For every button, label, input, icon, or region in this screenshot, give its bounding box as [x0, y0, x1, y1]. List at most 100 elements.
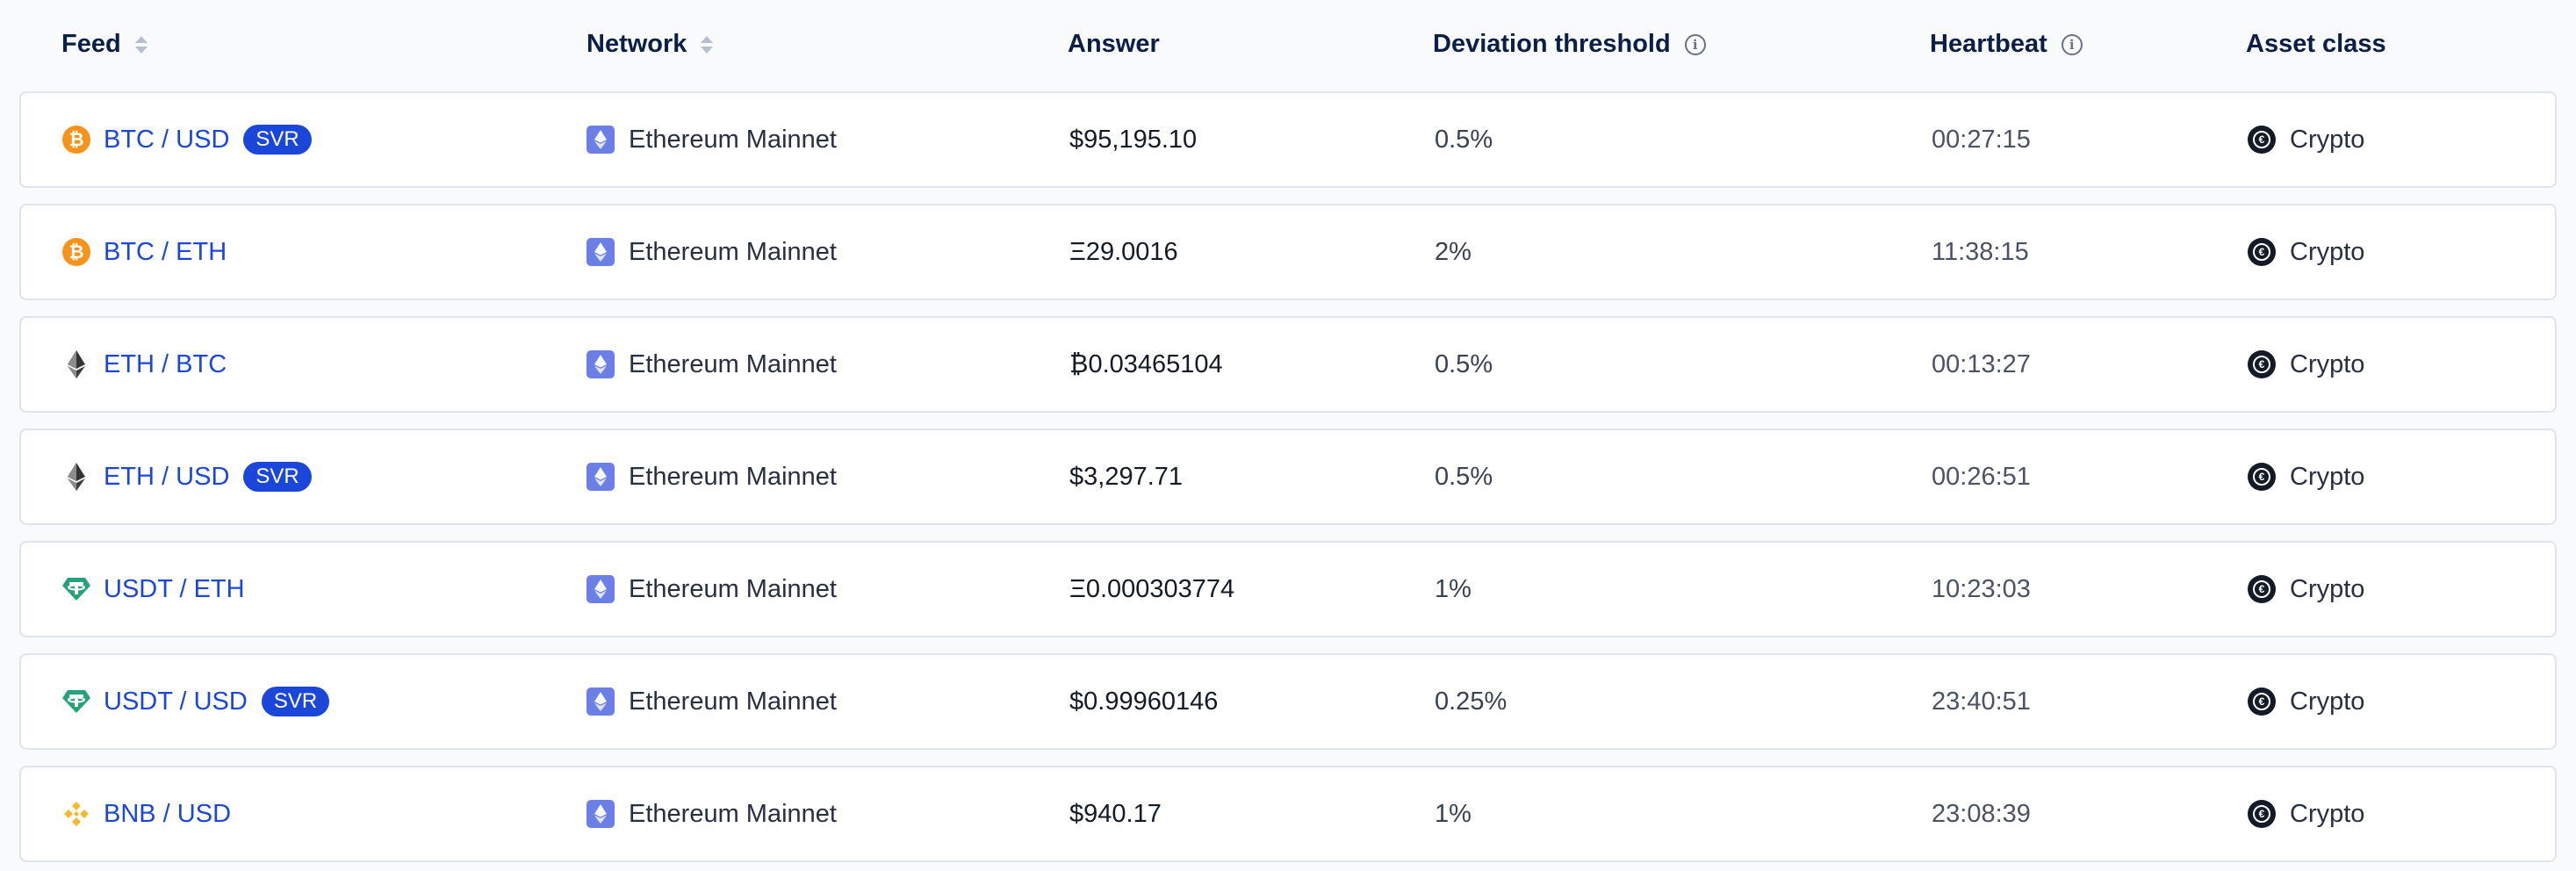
sort-icon[interactable] — [701, 33, 714, 56]
heartbeat-value: 00:13:27 — [1932, 349, 2031, 378]
ethereum-network-icon — [586, 575, 615, 603]
heartbeat-value: 00:26:51 — [1932, 462, 2031, 491]
asset-class-label: Crypto — [2290, 574, 2365, 603]
bnb-icon — [61, 799, 91, 829]
asset-class-label: Crypto — [2290, 687, 2365, 716]
table-header: Feed Network Answer Deviation threshold … — [19, 0, 2557, 91]
asset-class-label: Crypto — [2290, 349, 2365, 378]
column-header-label: Feed — [61, 30, 121, 58]
column-header-label: Heartbeat — [1930, 30, 2047, 58]
svr-badge: SVR — [243, 125, 312, 155]
answer-value: $940.17 — [1069, 799, 1162, 828]
asset-class-label: Crypto — [2290, 462, 2365, 491]
btc-icon: ₿ — [61, 237, 91, 267]
deviation-value: 2% — [1435, 237, 1471, 266]
feed-link[interactable]: BNB / USD — [104, 799, 232, 828]
network-label: Ethereum Mainnet — [629, 799, 837, 828]
info-icon[interactable]: i — [1684, 33, 1706, 55]
feed-cell: ETH / BTC — [61, 318, 227, 411]
feed-link[interactable]: BTC / USD — [104, 125, 230, 154]
crypto-icon: € — [2248, 575, 2276, 603]
feed-cell: USDT / USD SVR — [61, 655, 330, 748]
network-cell: Ethereum Mainnet — [586, 93, 837, 186]
column-header-answer: Answer — [1068, 30, 1160, 59]
column-header-label: Answer — [1068, 30, 1160, 58]
table-row[interactable]: BNB / USD Ethereum Mainnet $940.17 1% 23… — [19, 766, 2557, 862]
network-label: Ethereum Mainnet — [629, 462, 837, 491]
feed-link[interactable]: USDT / ETH — [104, 574, 245, 603]
ethereum-network-icon — [586, 687, 615, 716]
network-label: Ethereum Mainnet — [629, 574, 837, 603]
answer-value: Ξ0.000303774 — [1069, 574, 1235, 603]
crypto-icon: € — [2248, 126, 2276, 154]
feed-cell: ₿ BTC / ETH — [61, 205, 227, 299]
answer-value: $95,195.10 — [1069, 125, 1198, 154]
feed-cell: USDT / ETH — [61, 543, 245, 636]
feed-link[interactable]: USDT / USD — [104, 687, 248, 716]
column-header-feed[interactable]: Feed — [61, 30, 148, 59]
asset-class-cell: € Crypto — [2248, 543, 2364, 636]
table-row[interactable]: ₿ BTC / USD SVR Ethereum Mainnet $95,195… — [19, 91, 2557, 188]
sort-icon[interactable] — [134, 33, 148, 56]
feed-link[interactable]: ETH / BTC — [104, 349, 227, 378]
eth-icon — [61, 462, 91, 492]
ethereum-network-icon — [586, 463, 615, 491]
crypto-icon: € — [2248, 350, 2276, 378]
column-header-network[interactable]: Network — [586, 30, 714, 59]
asset-class-cell: € Crypto — [2248, 93, 2364, 186]
asset-class-cell: € Crypto — [2248, 655, 2364, 748]
asset-class-label: Crypto — [2290, 237, 2365, 266]
svr-badge: SVR — [243, 462, 312, 492]
answer-value: $0.99960146 — [1069, 687, 1219, 716]
btc-icon: ₿ — [61, 125, 91, 155]
asset-class-cell: € Crypto — [2248, 318, 2364, 411]
feed-cell: ₿ BTC / USD SVR — [61, 93, 312, 186]
table-row[interactable]: USDT / ETH Ethereum Mainnet Ξ0.000303774… — [19, 541, 2557, 637]
deviation-value: 0.5% — [1435, 349, 1493, 378]
feed-cell: ETH / USD SVR — [61, 430, 312, 523]
ethereum-network-icon — [586, 350, 615, 378]
heartbeat-value: 10:23:03 — [1932, 574, 2031, 603]
table-row[interactable]: USDT / USD SVR Ethereum Mainnet $0.99960… — [19, 653, 2557, 750]
feed-link[interactable]: BTC / ETH — [104, 237, 227, 266]
crypto-icon: € — [2248, 463, 2276, 491]
network-cell: Ethereum Mainnet — [586, 543, 837, 636]
network-label: Ethereum Mainnet — [629, 125, 837, 154]
asset-class-cell: € Crypto — [2248, 205, 2364, 299]
deviation-value: 0.5% — [1435, 462, 1493, 491]
usdt-icon — [61, 687, 91, 716]
network-cell: Ethereum Mainnet — [586, 767, 837, 860]
network-label: Ethereum Mainnet — [629, 687, 837, 716]
asset-class-label: Crypto — [2290, 125, 2365, 154]
table-row[interactable]: ₿ BTC / ETH Ethereum Mainnet Ξ29.0016 2%… — [19, 204, 2557, 300]
table-row[interactable]: ETH / USD SVR Ethereum Mainnet $3,297.71… — [19, 428, 2557, 525]
ethereum-network-icon — [586, 238, 615, 266]
column-header-deviation: Deviation threshold i — [1433, 30, 1706, 59]
answer-value: $3,297.71 — [1069, 462, 1184, 491]
answer-value: Ξ29.0016 — [1069, 237, 1178, 266]
heartbeat-value: 11:38:15 — [1932, 237, 2029, 266]
network-cell: Ethereum Mainnet — [586, 655, 837, 748]
ethereum-network-icon — [586, 126, 615, 154]
deviation-value: 1% — [1435, 799, 1471, 828]
deviation-value: 1% — [1435, 574, 1471, 603]
asset-class-label: Crypto — [2290, 799, 2365, 828]
column-header-label: Deviation threshold — [1433, 30, 1671, 58]
crypto-icon: € — [2248, 800, 2276, 828]
asset-class-cell: € Crypto — [2248, 430, 2364, 523]
column-header-heartbeat: Heartbeat i — [1930, 30, 2083, 59]
crypto-icon: € — [2248, 687, 2276, 716]
usdt-icon — [61, 574, 91, 604]
answer-value: ₿0.03465104 — [1069, 349, 1223, 378]
network-cell: Ethereum Mainnet — [586, 205, 837, 299]
column-header-label: Network — [586, 30, 687, 58]
table-body: ₿ BTC / USD SVR Ethereum Mainnet $95,195… — [19, 91, 2557, 862]
column-header-asset-class: Asset class — [2246, 30, 2386, 59]
ethereum-network-icon — [586, 800, 615, 828]
table-row[interactable]: ETH / BTC Ethereum Mainnet ₿0.03465104 0… — [19, 316, 2557, 413]
eth-icon — [61, 349, 91, 379]
info-icon[interactable]: i — [2061, 33, 2083, 55]
feed-cell: BNB / USD — [61, 767, 231, 860]
feed-link[interactable]: ETH / USD — [104, 462, 230, 491]
